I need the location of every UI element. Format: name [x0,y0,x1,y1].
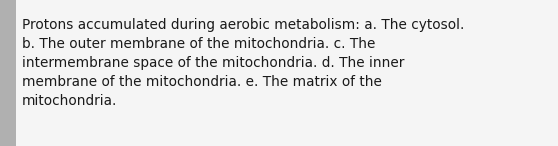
Bar [0,0,16,146]
Text: Protons accumulated during aerobic metabolism: a. The cytosol.
b. The outer memb: Protons accumulated during aerobic metab… [22,18,464,108]
